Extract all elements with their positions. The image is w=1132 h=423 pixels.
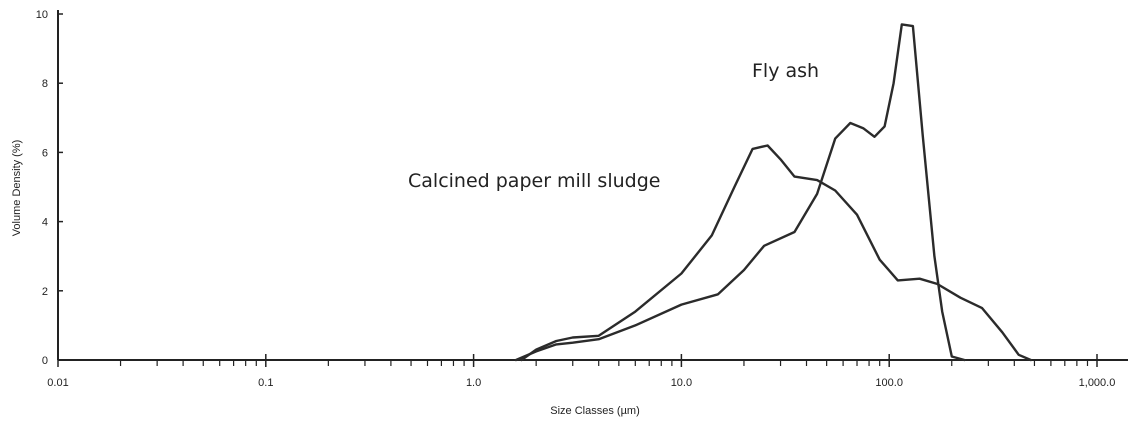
x-tick-label: 1.0 (466, 377, 481, 389)
y-tick-label: 4 (42, 217, 48, 229)
x-tick-label: 10.0 (671, 377, 692, 389)
x-axis: 0.01 0.1 1.0 10.0 100.0 1,000.0 (47, 354, 1128, 389)
x-tick-label: 1,000.0 (1079, 377, 1116, 389)
y-tick-label: 10 (36, 9, 48, 21)
x-tick-label: 0.01 (47, 377, 68, 389)
y-tick-label: 8 (42, 78, 48, 90)
x-tick-label: 0.1 (258, 377, 273, 389)
paper-sludge-label: Calcined paper mill sludge (408, 170, 660, 192)
y-axis-title: Volume Density (%) (11, 140, 23, 237)
y-tick-label: 2 (42, 286, 48, 298)
plot-series (514, 23, 1032, 362)
fly-ash-label: Fly ash (752, 60, 819, 82)
y-axis: 0 2 4 6 8 10 (36, 9, 63, 367)
y-tick-label: 6 (42, 147, 48, 159)
x-tick-label: 100.0 (875, 377, 903, 389)
paper_sludge-line (520, 144, 1032, 362)
y-tick-label: 0 (42, 355, 48, 367)
x-axis-title: Size Classes (µm) (550, 405, 639, 417)
fly_ash-line (514, 23, 966, 362)
